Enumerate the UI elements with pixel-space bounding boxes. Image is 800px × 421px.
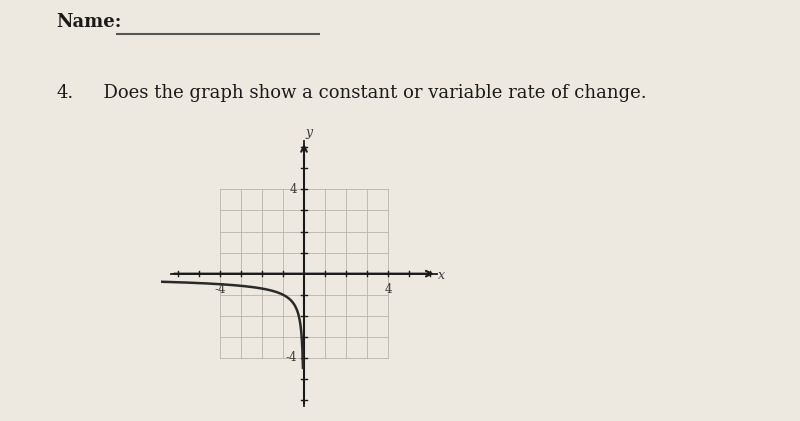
Text: x: x [438, 269, 446, 282]
Text: y: y [306, 126, 313, 139]
Text: Name:: Name: [56, 13, 122, 31]
Text: -4: -4 [285, 352, 297, 364]
Text: -4: -4 [214, 283, 226, 296]
Text: 4: 4 [289, 183, 297, 196]
Text: Does the graph show a constant or variable rate of change.: Does the graph show a constant or variab… [92, 84, 646, 102]
Text: 4.: 4. [56, 84, 74, 102]
Text: 4: 4 [385, 283, 392, 296]
